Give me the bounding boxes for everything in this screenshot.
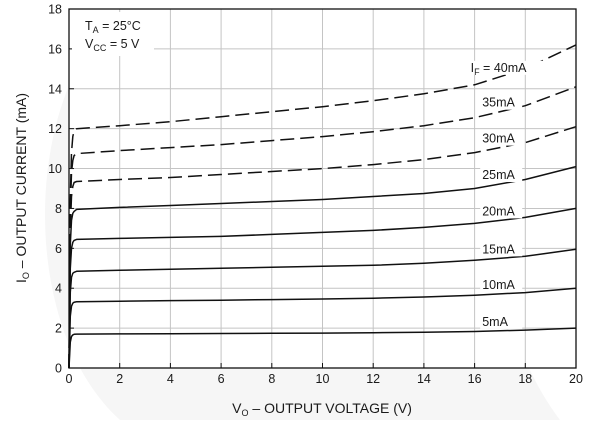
y-tick-label-0: 0: [55, 362, 62, 376]
curve-label-bg-2: [480, 131, 523, 146]
y-axis-label: IO – OUTPUT CURRENT (mA): [13, 93, 31, 283]
x-tick-label-6: 12: [366, 372, 380, 386]
condition-ta: TA = 25°C: [85, 19, 141, 35]
y-axis-ticks: 0 2 4 6 8 10 12 14 16 18: [48, 3, 74, 376]
y-tick-label-1: 2: [55, 322, 62, 336]
curve-label-bg-0: [468, 60, 549, 75]
y-tick-label-4: 8: [55, 202, 62, 216]
curve-series-1: [68, 86, 577, 369]
curve-label-bg-3: [480, 168, 523, 183]
curve-labels: IF = 40mA 35mA 30mA 25mA 20mA 15mA 10mA 5mA: [468, 60, 549, 329]
x-axis-ticks: 0 2 4 6 8 10 12 14 16 18 20: [66, 363, 583, 386]
x-tick-label-5: 10: [316, 372, 330, 386]
y-tick-label-2: 4: [55, 282, 62, 296]
x-tick-label-1: 2: [116, 372, 123, 386]
y-tick-label-3: 6: [55, 242, 62, 256]
output-curves: [68, 44, 577, 369]
curve-label-7: 5mA: [482, 315, 508, 329]
x-tick-label-9: 18: [518, 372, 532, 386]
curve-series-6: [68, 287, 577, 369]
x-tick-label-0: 0: [66, 372, 73, 386]
curve-label-1: 35mA: [482, 96, 515, 110]
curve-label-4: 20mA: [482, 204, 515, 218]
x-tick-label-2: 4: [167, 372, 174, 386]
y-tick-label-8: 16: [48, 42, 62, 56]
curve-series-5: [68, 248, 577, 369]
x-tick-label-10: 20: [569, 372, 583, 386]
y-tick-label-6: 12: [48, 122, 62, 136]
curve-label-bg-6: [480, 277, 523, 292]
x-axis-label: VO – OUTPUT VOLTAGE (V): [232, 400, 412, 418]
curve-label-3: 25mA: [482, 168, 515, 182]
x-tick-label-8: 16: [468, 372, 482, 386]
y-tick-label-9: 18: [48, 3, 62, 17]
condition-vcc: VCC = 5 V: [85, 37, 140, 53]
curve-label-bg-1: [480, 95, 523, 110]
curve-label-2: 30mA: [482, 132, 515, 146]
conditions-box: [72, 12, 154, 56]
curve-series-2: [68, 125, 577, 369]
curve-label-bg-7: [480, 314, 523, 329]
curve-series-7: [68, 327, 577, 369]
curve-label-0: IF = 40mA: [471, 61, 528, 77]
curve-series-4: [68, 207, 577, 369]
curve-series-0: [68, 44, 577, 369]
curve-label-bg-4: [480, 204, 523, 219]
x-tick-label-7: 14: [417, 372, 431, 386]
curve-label-6: 10mA: [482, 278, 515, 292]
y-tick-label-7: 14: [48, 82, 62, 96]
x-tick-label-3: 6: [218, 372, 225, 386]
x-tick-label-4: 8: [268, 372, 275, 386]
y-tick-label-5: 10: [48, 162, 62, 176]
curve-label-bg-5: [480, 242, 523, 257]
curve-series-3: [68, 165, 577, 369]
curve-label-5: 15mA: [482, 242, 515, 256]
